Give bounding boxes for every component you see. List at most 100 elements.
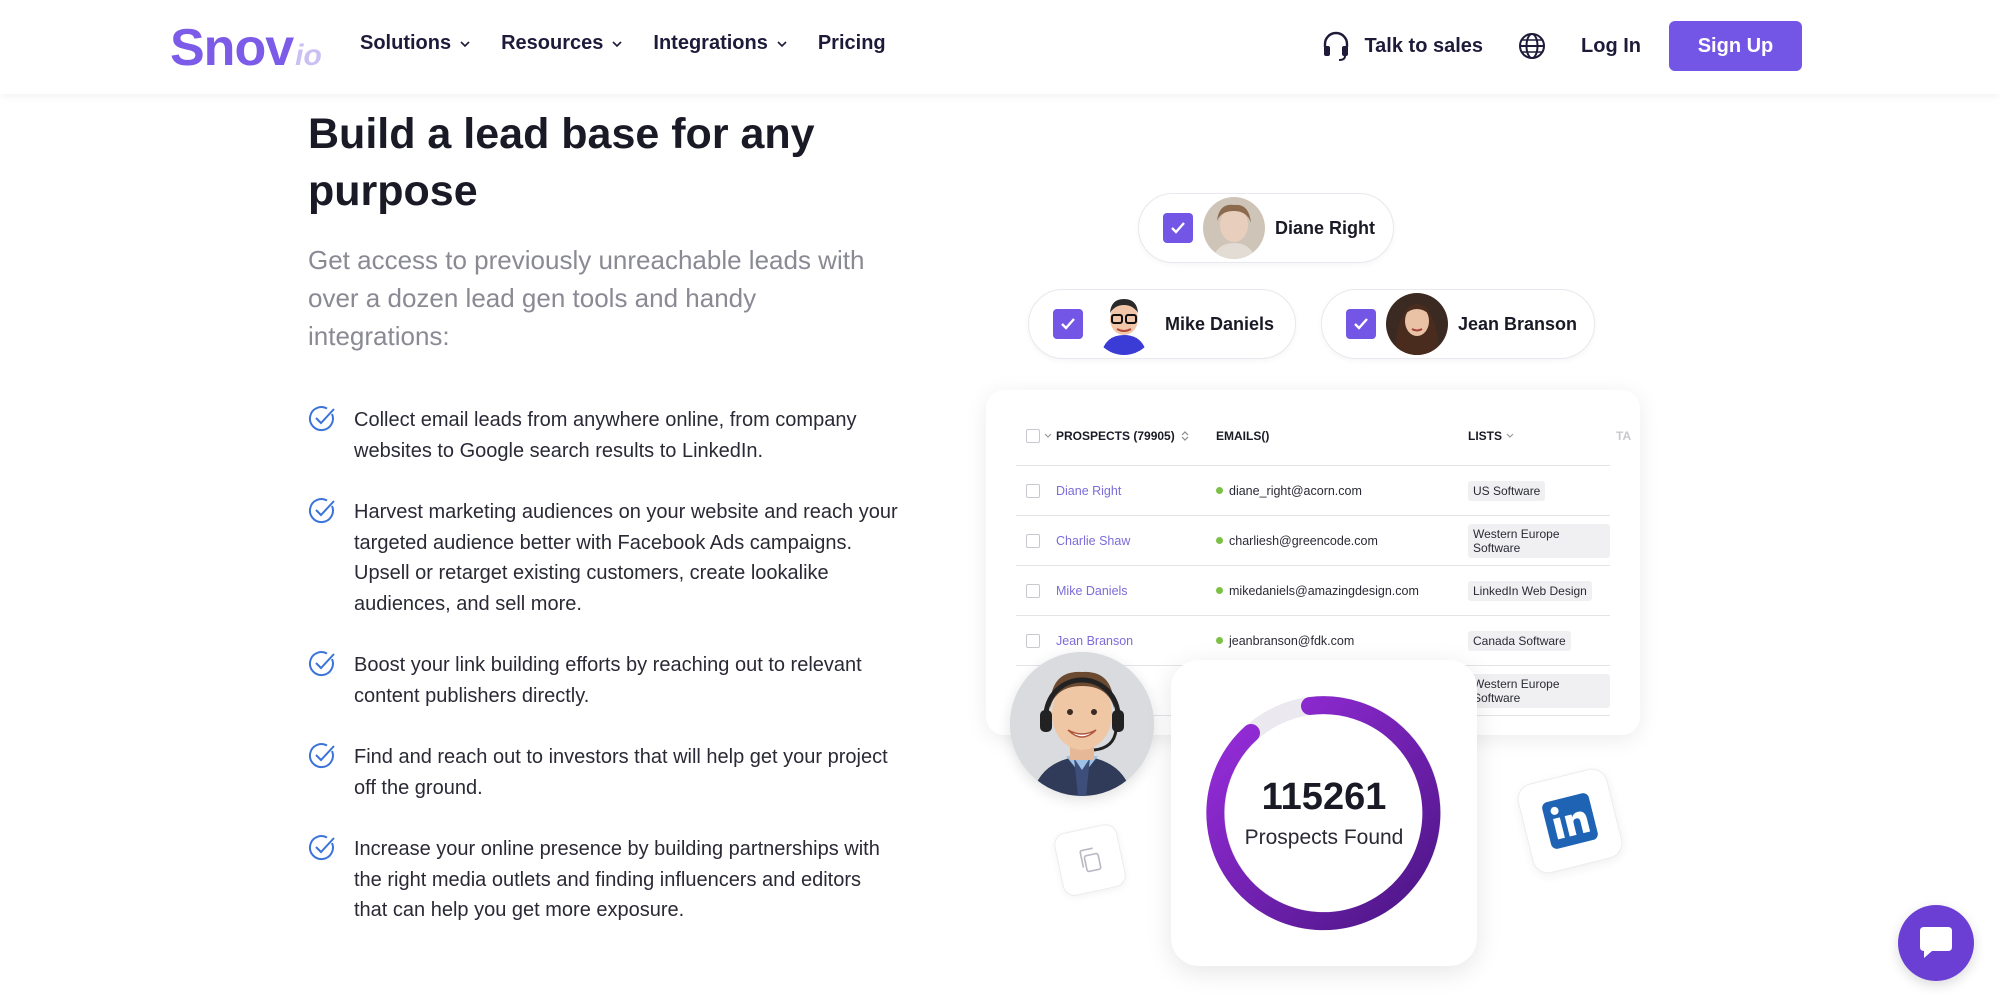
prospect-email: diane_right@acorn.com bbox=[1216, 484, 1362, 498]
hero-title: Build a lead base for any purpose bbox=[308, 110, 815, 215]
list-badge: Canada Software bbox=[1468, 630, 1571, 651]
feature-text: Collect email leads from anywhere online… bbox=[354, 409, 857, 462]
feature-text: Boost your link building efforts by reac… bbox=[354, 654, 862, 707]
row-checkbox[interactable] bbox=[1026, 483, 1040, 498]
list-item: Boost your link building efforts by reac… bbox=[308, 650, 898, 711]
column-header-emails[interactable]: EMAILS() bbox=[1216, 428, 1270, 443]
checkmark-circle-icon bbox=[309, 498, 335, 524]
table-row[interactable]: Mike Daniels mikedaniels@amazingdesign.c… bbox=[1016, 566, 1610, 616]
status-dot bbox=[1216, 637, 1223, 644]
progress-ring bbox=[1206, 696, 1441, 931]
linkedin-icon bbox=[1514, 765, 1626, 877]
sort-icon bbox=[1181, 430, 1189, 441]
prospect-name: Diane Right bbox=[1275, 217, 1376, 238]
login-link[interactable]: Log In bbox=[1581, 34, 1641, 57]
row-checkbox[interactable] bbox=[1026, 533, 1040, 548]
prospect-name[interactable]: Diane Right bbox=[1056, 483, 1122, 498]
prospect-name: Mike Daniels bbox=[1165, 313, 1275, 334]
chevron-down-icon bbox=[612, 40, 622, 47]
prospect-email: mikedaniels@amazingdesign.com bbox=[1216, 584, 1419, 598]
prospect-name: Jean Branson bbox=[1458, 313, 1578, 334]
logo-suffix-text: io bbox=[295, 39, 322, 72]
list-item: Increase your online presence by buildin… bbox=[308, 834, 898, 926]
email-text: mikedaniels@amazingdesign.com bbox=[1229, 583, 1419, 598]
checkmark-circle-icon bbox=[309, 743, 335, 769]
email-text: jeanbranson@fdk.com bbox=[1229, 633, 1355, 648]
feature-text: Harvest marketing audiences on your webs… bbox=[354, 501, 898, 615]
snovio-logo[interactable]: Snov io bbox=[170, 18, 322, 78]
site-header: Snov io Solutions Resources Integrations… bbox=[0, 0, 2000, 94]
chat-icon bbox=[1920, 927, 1952, 958]
header-actions: Talk to sales Log In Sign Up bbox=[1322, 21, 1802, 71]
avatar bbox=[1203, 197, 1265, 259]
status-dot bbox=[1216, 537, 1223, 544]
globe-icon[interactable] bbox=[1517, 31, 1547, 61]
prospects-found-label: Prospects Found bbox=[1244, 826, 1404, 849]
checkbox-checked-icon bbox=[1163, 213, 1193, 243]
row-checkbox[interactable] bbox=[1026, 633, 1040, 648]
select-all-checkbox[interactable] bbox=[1026, 428, 1053, 443]
logo-main-text: Snov bbox=[170, 19, 294, 77]
talk-to-sales-link[interactable]: Talk to sales bbox=[1322, 31, 1483, 61]
chat-widget-button[interactable] bbox=[1898, 905, 1974, 981]
nav-resources[interactable]: Resources bbox=[501, 32, 623, 55]
feature-list: Collect email leads from anywhere online… bbox=[308, 405, 898, 957]
checkmark-circle-icon bbox=[309, 651, 335, 677]
headset-icon bbox=[1324, 31, 1349, 61]
nav-resources-label: Resources bbox=[501, 32, 604, 54]
support-agent-avatar bbox=[1010, 652, 1154, 796]
checkbox-icon bbox=[1026, 428, 1040, 443]
avatar bbox=[1386, 293, 1448, 355]
nav-solutions-label: Solutions bbox=[360, 32, 452, 54]
feature-text: Increase your online presence by buildin… bbox=[354, 838, 880, 921]
feature-text: Find and reach out to investors that wil… bbox=[354, 746, 888, 799]
nav-integrations[interactable]: Integrations bbox=[653, 32, 787, 55]
nav-solutions[interactable]: Solutions bbox=[360, 32, 471, 55]
chevron-down-icon bbox=[777, 40, 787, 47]
talk-to-sales-label: Talk to sales bbox=[1364, 34, 1484, 57]
chevron-down-icon bbox=[1506, 433, 1514, 438]
copy-icon bbox=[1052, 822, 1128, 898]
main-nav: Solutions Resources Integrations Pricing bbox=[360, 32, 916, 55]
prospect-pill-diane: Diane Right bbox=[1138, 193, 1394, 263]
prospect-pill-jean: Jean Branson bbox=[1321, 289, 1595, 359]
nav-integrations-label: Integrations bbox=[653, 32, 768, 54]
avatar bbox=[1093, 293, 1155, 355]
list-item: Find and reach out to investors that wil… bbox=[308, 742, 898, 803]
column-header-lists-label: LISTS bbox=[1468, 428, 1503, 443]
column-header-lists[interactable]: LISTS bbox=[1468, 429, 1515, 443]
nav-pricing[interactable]: Pricing bbox=[818, 32, 886, 55]
column-header-tags[interactable]: TA bbox=[1616, 428, 1632, 443]
list-badge: Western Europe Software bbox=[1468, 523, 1610, 558]
list-badge: US Software bbox=[1468, 480, 1546, 501]
checkmark-circle-icon bbox=[309, 835, 335, 861]
table-row[interactable]: Charlie Shaw charliesh@greencode.com Wes… bbox=[1016, 516, 1610, 566]
table-header: PROSPECTS (79905) EMAILS() LISTS TA bbox=[1016, 420, 1631, 466]
list-badge: LinkedIn Web Design bbox=[1468, 580, 1592, 601]
prospect-name[interactable]: Jean Branson bbox=[1056, 633, 1134, 648]
chevron-down-icon bbox=[1044, 433, 1052, 438]
email-text: diane_right@acorn.com bbox=[1229, 483, 1362, 498]
prospect-name[interactable]: Mike Daniels bbox=[1056, 583, 1128, 598]
column-header-prospects-label: PROSPECTS (79905) bbox=[1056, 428, 1175, 443]
list-item: Collect email leads from anywhere online… bbox=[308, 405, 898, 466]
email-text: charliesh@greencode.com bbox=[1229, 533, 1378, 548]
column-header-prospects[interactable]: PROSPECTS (79905) bbox=[1056, 429, 1190, 443]
hero-subtitle: Get access to previously unreachable lea… bbox=[308, 245, 865, 351]
prospect-email: jeanbranson@fdk.com bbox=[1216, 634, 1354, 648]
list-item: Harvest marketing audiences on your webs… bbox=[308, 497, 898, 619]
prospect-email: charliesh@greencode.com bbox=[1216, 534, 1378, 548]
prospects-count: 115261 bbox=[1261, 776, 1387, 818]
checkbox-checked-icon bbox=[1346, 309, 1376, 339]
prospect-name[interactable]: Charlie Shaw bbox=[1056, 533, 1131, 548]
status-dot bbox=[1216, 487, 1223, 494]
checkbox-checked-icon bbox=[1053, 309, 1083, 339]
row-checkbox[interactable] bbox=[1026, 583, 1040, 598]
status-dot bbox=[1216, 587, 1223, 594]
signup-button[interactable]: Sign Up bbox=[1669, 21, 1802, 71]
prospects-found-card: 115261 Prospects Found bbox=[1171, 660, 1477, 966]
prospect-pill-mike: Mike Daniels bbox=[1028, 289, 1296, 359]
nav-pricing-label: Pricing bbox=[817, 32, 886, 54]
table-row[interactable]: Diane Right diane_right@acorn.com US Sof… bbox=[1016, 466, 1610, 516]
chevron-down-icon bbox=[460, 40, 470, 47]
